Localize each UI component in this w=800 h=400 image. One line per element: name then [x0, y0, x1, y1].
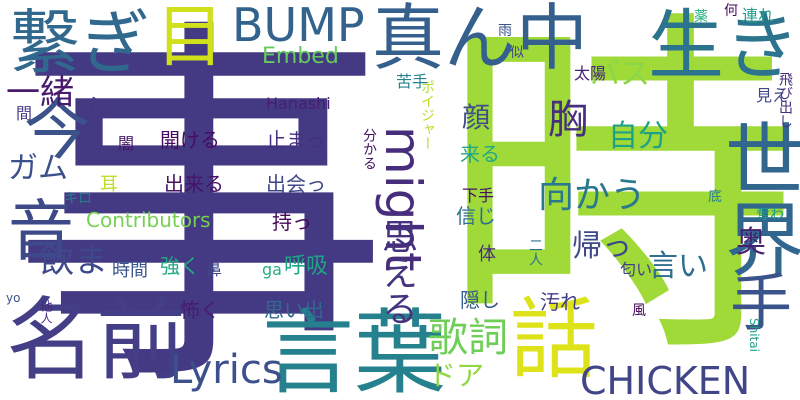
word-kao: 顔	[462, 101, 491, 134]
word-tobidashi: 飛び出し	[777, 72, 793, 128]
word-mannaka: 真ん中	[372, 0, 589, 80]
word-noma: 飲ま	[40, 241, 108, 281]
word-dekiru: 出来る	[164, 172, 224, 196]
word-ga: ga	[262, 260, 282, 279]
word-kusuri: 薬	[694, 9, 708, 25]
word-mukau: 向かう	[538, 175, 647, 216]
word-yogore: 汚れ	[540, 290, 580, 314]
word-wakaru: 分かる	[361, 128, 377, 170]
word-basu: バス	[590, 57, 650, 92]
word-ame: 雨	[498, 23, 512, 39]
word-mune: 胸	[548, 97, 588, 143]
word-kokyu: 呼吸	[284, 254, 329, 279]
word-issho: 一緒	[6, 73, 74, 113]
word-mie: 見え	[756, 86, 789, 105]
word-namae: 名前	[6, 288, 186, 393]
word-mimi: 耳	[100, 174, 118, 195]
word-kotoba: 言葉	[262, 300, 447, 400]
word-kaze: 風	[632, 303, 646, 319]
word-ii: 言い	[648, 249, 708, 284]
word-kokoro: 心	[84, 94, 108, 122]
word-tomat: 止まっ	[266, 128, 326, 152]
word-yo: yo	[6, 291, 21, 305]
word-ima: 今	[24, 92, 90, 169]
word-boijaa: ポイジャー	[419, 80, 435, 150]
word-ubawa: 奪わ	[756, 207, 784, 223]
word-omoeru: 思える	[376, 218, 417, 326]
word-chicken: CHICKEN	[580, 359, 751, 400]
word-shinji: 信じ	[456, 204, 496, 228]
word-yami: 闇	[118, 134, 135, 153]
word-deat: 出会っ	[266, 172, 326, 196]
word-karada: 体	[478, 244, 496, 265]
word-lyrics: Lyrics	[170, 347, 283, 393]
word-gamu: ガム	[8, 151, 68, 186]
word-soko: 底	[708, 189, 722, 205]
word-jikan: 時間	[112, 260, 148, 281]
word-nigate: 苦手	[396, 72, 429, 91]
word-tsure: 連れ	[742, 6, 775, 25]
word-kuru: 来る	[460, 142, 500, 166]
word-oku: 奥	[736, 225, 766, 260]
word-futari: 二人	[527, 238, 543, 266]
word-nani: 何	[724, 3, 738, 19]
word-taiyo: 太陽	[574, 64, 607, 83]
word-hanashi-kanji: 話	[510, 288, 599, 391]
word-mot: 持っ	[272, 210, 312, 234]
word-kaet: 帰っ	[572, 229, 632, 264]
word-me: 目	[156, 0, 225, 77]
word-hana: 鼻	[206, 260, 223, 279]
word-tanin: 他人	[39, 300, 53, 324]
word-embed: Embed	[262, 44, 339, 69]
word-te: 手	[719, 270, 792, 332]
word-doa: ドア	[428, 359, 485, 392]
word-tsunagi: 繋ぎ	[10, 2, 150, 84]
word-oto: 音	[0, 196, 74, 262]
word-akeru: 開ける	[160, 128, 220, 152]
word-kashi: 歌詞	[428, 315, 508, 361]
word-hanashi-roman: Hanashi	[266, 94, 331, 113]
word-iki: 生き	[648, 1, 800, 90]
word-kowaku: 怖く	[180, 298, 220, 322]
word-ni: 似	[510, 45, 524, 61]
word-tsuyoku: 強く	[160, 254, 200, 278]
word-bump: BUMP	[232, 0, 365, 52]
word-kakushi: 隠し	[460, 288, 500, 312]
word-koto: 事	[10, 0, 390, 400]
word-contributors: Contributors	[86, 208, 211, 232]
word-heta: 下手	[462, 186, 495, 205]
word-aida: 間	[16, 104, 33, 123]
word-sekai: 世界	[712, 118, 800, 278]
word-shitai: Shitai	[747, 318, 761, 352]
word-omoide: 思い出	[264, 298, 324, 322]
word-kiro: キロ	[64, 191, 92, 207]
word-jibun: 自分	[608, 119, 668, 154]
word-might: might	[374, 126, 432, 272]
word-nioi: 匂い	[620, 260, 653, 279]
word-toki: 時	[440, 0, 800, 400]
